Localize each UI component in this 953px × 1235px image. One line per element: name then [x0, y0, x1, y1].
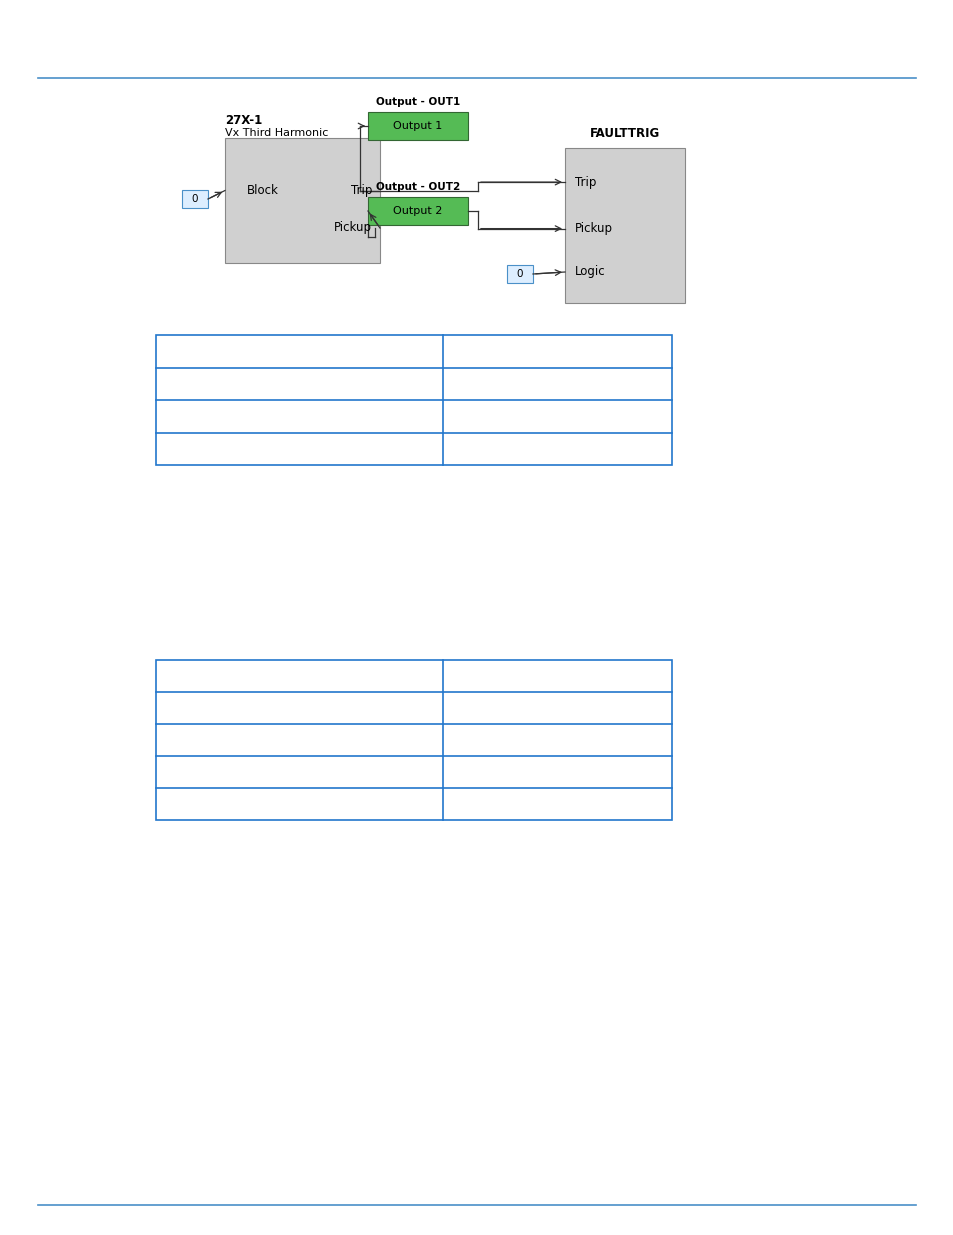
Bar [564, 148, 684, 303]
Bar [225, 138, 379, 263]
Text: Output - OUT1: Output - OUT1 [375, 98, 459, 107]
Text: Output 1: Output 1 [393, 121, 442, 131]
Bar [368, 198, 468, 225]
Text: Block: Block [247, 184, 278, 198]
Text: Pickup: Pickup [575, 222, 613, 235]
Bar [156, 659, 671, 820]
Text: Output - OUT2: Output - OUT2 [375, 182, 459, 191]
Bar [368, 112, 468, 140]
Bar [182, 190, 208, 207]
Text: Logic: Logic [575, 266, 605, 279]
Text: 27X-1: 27X-1 [225, 114, 262, 127]
Text: Output 2: Output 2 [393, 206, 442, 216]
Text: Trip: Trip [575, 175, 596, 189]
Bar [506, 266, 533, 283]
Text: Trip: Trip [351, 184, 372, 198]
Bar [156, 335, 671, 466]
Text: 0: 0 [517, 269, 522, 279]
Text: FAULTTRIG: FAULTTRIG [589, 127, 659, 140]
Text: Pickup: Pickup [334, 221, 372, 235]
Text: Vx Third Harmonic: Vx Third Harmonic [225, 128, 328, 138]
Text: 0: 0 [192, 194, 198, 204]
